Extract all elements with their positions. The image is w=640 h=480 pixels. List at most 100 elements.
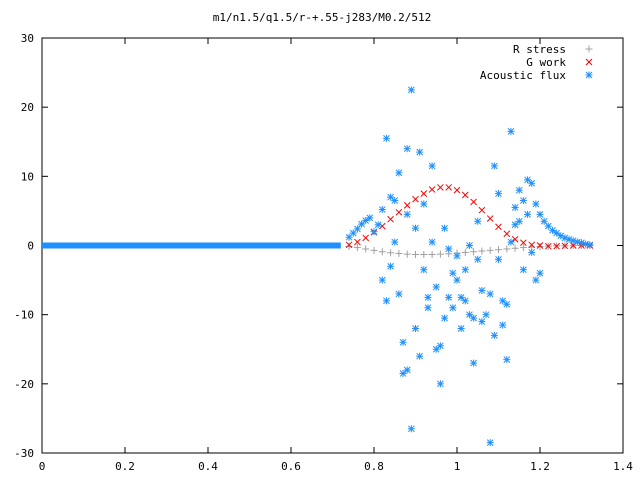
r-stress-point <box>387 249 395 257</box>
acoustic-flux-point <box>416 148 424 156</box>
g-work-point <box>503 230 511 238</box>
acoustic-flux-point <box>482 311 490 319</box>
y-tick-label: -20 <box>14 378 34 391</box>
acoustic-flux-point <box>445 293 453 301</box>
data-marks <box>42 86 594 447</box>
legend-label-acoustic-flux: Acoustic flux <box>480 69 566 82</box>
legend-label-g-work: G work <box>526 56 566 69</box>
g-work-point <box>437 184 444 191</box>
r-stress-point <box>378 248 386 256</box>
g-work-point <box>470 198 477 206</box>
acoustic-flux-point <box>370 228 378 236</box>
r-stress-point <box>470 248 478 256</box>
acoustic-flux-point <box>478 286 486 294</box>
g-work-point <box>553 242 560 250</box>
r-stress-point <box>412 250 419 258</box>
acoustic-flux-point <box>387 262 395 270</box>
g-work-point <box>528 241 536 249</box>
acoustic-flux-point <box>532 276 540 284</box>
acoustic-flux-point <box>503 356 511 364</box>
g-work-point <box>453 186 461 194</box>
acoustic-flux-point <box>490 331 498 339</box>
r-stress-point <box>478 247 486 255</box>
acoustic-flux-point <box>416 352 424 360</box>
acoustic-flux-point <box>407 425 415 433</box>
acoustic-flux-point <box>378 206 386 214</box>
acoustic-flux-point <box>532 200 540 208</box>
legend-marker-acoustic-flux <box>585 71 593 79</box>
g-work-point <box>354 238 361 246</box>
g-work-point <box>412 195 419 203</box>
x-tick-label: 1 <box>454 460 461 473</box>
x-tick-label: 0.8 <box>364 460 384 473</box>
chart-title: m1/n1.5/q1.5/r-+.55-j283/M0.2/512 <box>213 11 432 24</box>
r-stress-point <box>370 246 378 254</box>
acoustic-flux-point <box>428 162 436 170</box>
acoustic-flux-point <box>362 217 370 225</box>
acoustic-flux-point <box>569 237 577 245</box>
acoustic-flux-point <box>507 127 515 135</box>
r-stress-point <box>461 248 469 256</box>
acoustic-flux-point <box>436 380 444 388</box>
acoustic-flux-point <box>412 325 419 332</box>
g-work-point <box>420 190 428 197</box>
acoustic-flux-point <box>511 203 519 211</box>
r-stress-point <box>428 250 436 258</box>
y-tick-label: 0 <box>27 240 34 253</box>
acoustic-flux-point <box>578 239 585 247</box>
x-tick-label: 0.2 <box>115 460 135 473</box>
acoustic-flux-point <box>470 359 478 367</box>
acoustic-flux-point <box>403 210 411 218</box>
acoustic-flux-point <box>519 197 527 205</box>
r-stress-point <box>395 249 403 257</box>
legend-marker-g-work <box>585 58 593 66</box>
y-tick-label: 20 <box>21 101 34 114</box>
r-stress-point <box>403 250 411 258</box>
acoustic-flux-point <box>420 266 428 274</box>
acoustic-flux-point <box>515 217 523 225</box>
acoustic-flux-point <box>540 217 548 225</box>
acoustic-flux-point <box>395 169 403 177</box>
x-tick-label: 0 <box>39 460 46 473</box>
acoustic-flux-point <box>391 197 399 205</box>
axis-ticks: 0 0.2 0.4 0.6 0.8 1 1.2 1.4 30 20 10 0 -10 -20 -30 <box>14 32 633 473</box>
g-work-point <box>511 235 519 243</box>
r-stress-point <box>486 246 494 254</box>
y-tick-label: 10 <box>21 170 34 183</box>
g-work-point <box>461 191 469 199</box>
r-stress-point <box>353 244 361 252</box>
acoustic-flux-point <box>395 290 403 298</box>
acoustic-flux-point <box>461 266 469 274</box>
r-stress-point <box>362 245 370 253</box>
acoustic-flux-point <box>548 226 556 234</box>
acoustic-flux-point <box>412 224 419 232</box>
g-work-point <box>378 222 386 230</box>
x-tick-label: 1.4 <box>613 460 633 473</box>
acoustic-flux-point <box>528 248 536 256</box>
acoustic-flux-point <box>449 269 457 277</box>
x-tick-label: 0.6 <box>281 460 301 473</box>
acoustic-flux-point <box>486 290 494 298</box>
acoustic-flux-point <box>428 238 436 246</box>
g-work-point <box>478 206 486 214</box>
acoustic-flux-point <box>495 190 502 198</box>
acoustic-flux-point <box>391 238 399 246</box>
acoustic-flux-point <box>382 134 390 142</box>
acoustic-flux-point <box>524 176 532 184</box>
g-work-point <box>445 184 453 191</box>
acoustic-flux-point <box>453 252 461 260</box>
g-work-point <box>495 223 502 231</box>
acoustic-flux-point <box>536 269 544 277</box>
acoustic-flux-point <box>490 162 498 170</box>
acoustic-flux-point <box>495 255 502 263</box>
acoustic-flux-point <box>474 255 482 263</box>
acoustic-flux-point <box>382 297 390 305</box>
acoustic-flux-point <box>519 266 527 274</box>
g-work-point <box>486 215 494 222</box>
acoustic-flux-point <box>424 293 432 301</box>
y-tick-label: -10 <box>14 309 34 322</box>
r-stress-point <box>495 246 502 254</box>
r-stress-point <box>420 250 428 258</box>
r-stress-point <box>519 244 527 252</box>
